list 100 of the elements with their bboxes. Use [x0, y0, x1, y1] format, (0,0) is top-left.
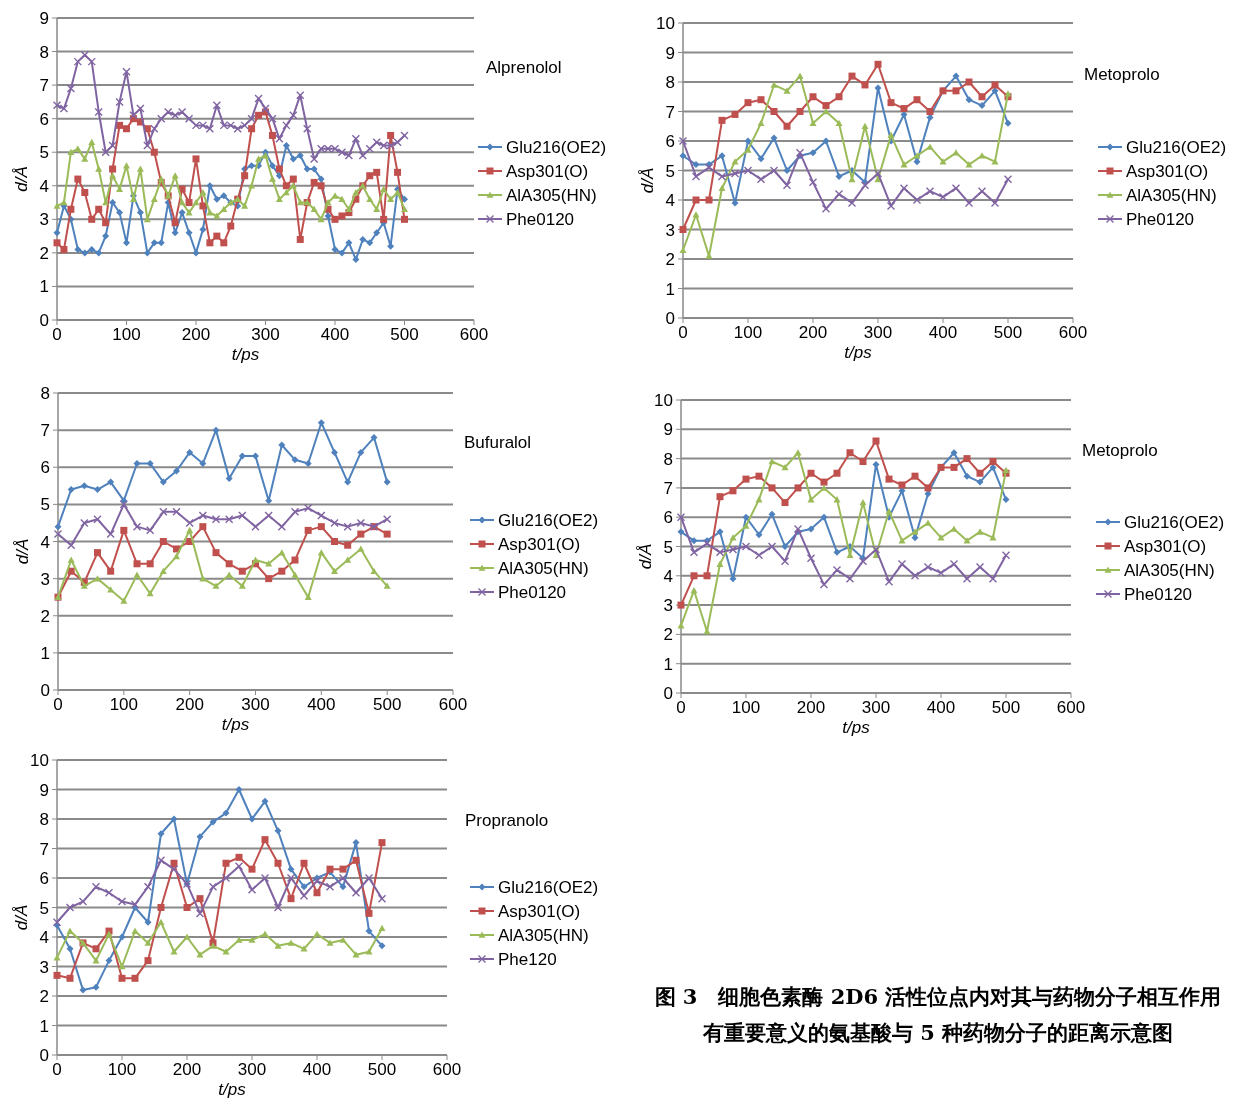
x-tick-label: 100: [112, 325, 141, 344]
y-tick-label: 7: [39, 76, 49, 96]
x-tick-label: 0: [678, 323, 688, 342]
y-tick-label: 6: [40, 458, 50, 478]
y-tick-label: 9: [39, 780, 49, 800]
text: Propranolo: [465, 811, 549, 830]
legend-label: Asp301(O): [498, 535, 581, 554]
x-tick-label: 300: [241, 695, 270, 714]
y-tick-label: 6: [665, 132, 675, 151]
x-tick-label: 600: [459, 325, 489, 344]
legend-label: Phe0120: [1126, 210, 1195, 229]
x-axis-title: t/ps: [218, 1080, 247, 1099]
x-tick-label: 200: [175, 695, 204, 714]
y-tick-label: 4: [39, 176, 49, 196]
y-tick-label: 7: [665, 102, 675, 122]
legend-label: Asp301(O): [1124, 537, 1207, 556]
legend-label: Asp301(O): [506, 162, 589, 181]
y-tick-label: 0: [39, 1046, 49, 1065]
y-tick-label: 2: [40, 606, 50, 626]
y-axis-title: d/Å: [13, 538, 32, 565]
x-tick-label: 500: [372, 695, 402, 714]
y-tick-label: 1: [40, 643, 50, 663]
x-tick-label: 600: [1056, 698, 1086, 717]
y-tick-label: 1: [39, 1016, 49, 1036]
legend-label: Glu216(OE2): [1126, 138, 1227, 157]
legend-label: Glu216(OE2): [498, 878, 599, 897]
x-tick-label: 100: [731, 698, 761, 717]
y-tick-label: 5: [663, 537, 673, 557]
x-tick-label: 300: [251, 325, 280, 344]
y-axis-title: d/Å: [638, 167, 657, 194]
x-tick-label: 100: [109, 695, 139, 714]
x-tick-label: 500: [367, 1060, 397, 1079]
y-tick-label: 0: [665, 309, 675, 328]
y-tick-label: 6: [39, 869, 49, 888]
y-tick-label: 4: [39, 928, 49, 947]
y-tick-label: 3: [39, 210, 49, 230]
legend-label: Phe120: [498, 950, 557, 969]
legend-label: Phe0120: [1124, 585, 1193, 604]
text: Metoprolo: [1084, 65, 1160, 84]
x-tick-label: 500: [993, 323, 1023, 342]
x-axis-title: t/ps: [842, 718, 871, 737]
legend-label: AlA305(HN): [498, 559, 589, 578]
x-tick-label: 300: [861, 698, 891, 717]
y-tick-label: 3: [40, 569, 50, 589]
x-axis-title: t/ps: [231, 345, 260, 364]
y-tick-label: 5: [39, 143, 49, 163]
x-tick-label: 500: [991, 698, 1021, 717]
y-tick-label: 8: [40, 384, 50, 403]
y-tick-label: 6: [39, 109, 49, 129]
y-tick-label: 8: [663, 449, 673, 469]
x-tick-label: 100: [733, 323, 763, 342]
y-tick-label: 9: [39, 9, 49, 28]
x-tick-label: 200: [798, 323, 828, 342]
y-tick-label: 0: [39, 311, 49, 330]
y-tick-label: 2: [39, 243, 49, 263]
legend-label: AlA305(HN): [1126, 186, 1217, 205]
y-tick-label: 5: [39, 898, 49, 918]
text: Bufuralol: [464, 433, 532, 452]
x-tick-label: 400: [926, 698, 956, 717]
y-tick-label: 7: [40, 421, 50, 441]
x-tick-label: 400: [320, 325, 350, 344]
y-tick-label: 8: [39, 42, 49, 62]
y-tick-label: 4: [40, 532, 50, 552]
text: Alprenolol: [486, 58, 562, 77]
y-tick-label: 3: [663, 596, 673, 616]
legend-label: Asp301(O): [498, 902, 581, 921]
x-tick-label: 200: [181, 325, 211, 344]
legend-label: Glu216(OE2): [1124, 513, 1225, 532]
legend-label: AlA305(HN): [498, 926, 589, 945]
x-tick-label: 0: [52, 1060, 62, 1079]
y-tick-label: 2: [663, 625, 673, 645]
y-tick-label: 10: [654, 391, 673, 410]
x-tick-label: 300: [863, 323, 893, 342]
y-axis-title: d/Å: [12, 904, 31, 931]
x-tick-label: 400: [302, 1060, 332, 1079]
x-tick-label: 300: [237, 1060, 267, 1079]
y-tick-label: 9: [665, 43, 675, 63]
legend-label: Phe0120: [498, 583, 567, 602]
x-tick-label: 100: [107, 1060, 137, 1079]
y-tick-label: 3: [665, 220, 675, 240]
y-tick-label: 4: [663, 566, 673, 586]
legend-label: Phe0120: [506, 210, 575, 229]
y-tick-label: 2: [665, 250, 675, 269]
y-tick-label: 9: [663, 420, 673, 440]
y-tick-label: 7: [663, 478, 673, 498]
x-tick-label: 600: [432, 1060, 462, 1079]
x-tick-label: 0: [53, 695, 63, 714]
y-tick-label: 10: [30, 751, 49, 770]
y-tick-label: 1: [665, 279, 675, 299]
y-tick-label: 6: [663, 508, 673, 528]
y-tick-label: 7: [39, 839, 49, 859]
x-tick-label: 200: [172, 1060, 202, 1079]
x-tick-label: 400: [928, 323, 958, 342]
caption: 图 3 细胞色素酶 2D6 活性位点内对其与药物分子相互作用有重要意义的氨基酸与 5 种药物分子的距离示意图: [654, 984, 1222, 1045]
legend-label: Asp301(O): [1126, 162, 1209, 181]
y-tick-label: 10: [656, 14, 675, 33]
y-axis-title: d/Å: [636, 543, 655, 570]
y-tick-label: 5: [665, 161, 675, 181]
y-tick-label: 1: [663, 654, 673, 674]
y-tick-label: 5: [40, 495, 50, 515]
